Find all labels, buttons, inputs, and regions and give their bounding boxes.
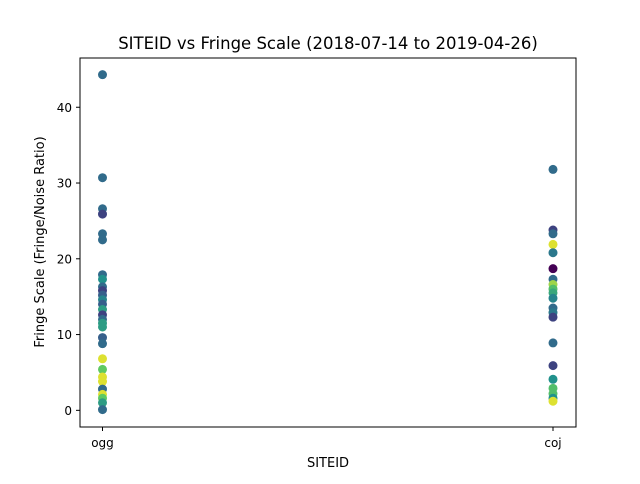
chart-title: SITEID vs Fringe Scale (2018-07-14 to 20… (118, 34, 538, 53)
data-point (98, 377, 107, 387)
data-point (98, 398, 107, 408)
x-tick-label: coj (544, 436, 561, 450)
data-point (548, 248, 558, 258)
data-point (98, 209, 107, 219)
y-axis-label: Fringe Scale (Fringe/Noise Ratio) (33, 136, 48, 347)
axis-ticks: 0 10 20 30 40 ogg coj (57, 101, 562, 450)
data-point (98, 235, 107, 245)
data-point (98, 364, 107, 374)
data-point (548, 338, 558, 348)
data-point (98, 70, 107, 80)
data-point (548, 293, 558, 303)
data-point (98, 405, 107, 415)
x-tick-label: ogg (91, 436, 114, 450)
data-point (548, 264, 558, 274)
data-point (98, 274, 107, 284)
data-point (98, 173, 107, 183)
data-point (98, 354, 107, 364)
y-tick-label: 0 (64, 404, 72, 418)
y-tick-label: 40 (57, 101, 72, 115)
data-points (98, 70, 558, 415)
data-point (548, 239, 558, 249)
data-point (548, 361, 558, 371)
data-point (548, 396, 558, 406)
x-axis-label: SITEID (307, 456, 349, 471)
plot-frame (79, 57, 577, 428)
data-point (98, 339, 107, 349)
y-tick-label: 10 (57, 328, 72, 342)
y-tick-label: 30 (57, 177, 72, 191)
data-point (548, 229, 558, 239)
data-point (548, 374, 558, 384)
data-point (548, 312, 558, 322)
data-point (548, 164, 558, 174)
y-tick-label: 20 (57, 252, 72, 266)
data-point (98, 322, 107, 332)
